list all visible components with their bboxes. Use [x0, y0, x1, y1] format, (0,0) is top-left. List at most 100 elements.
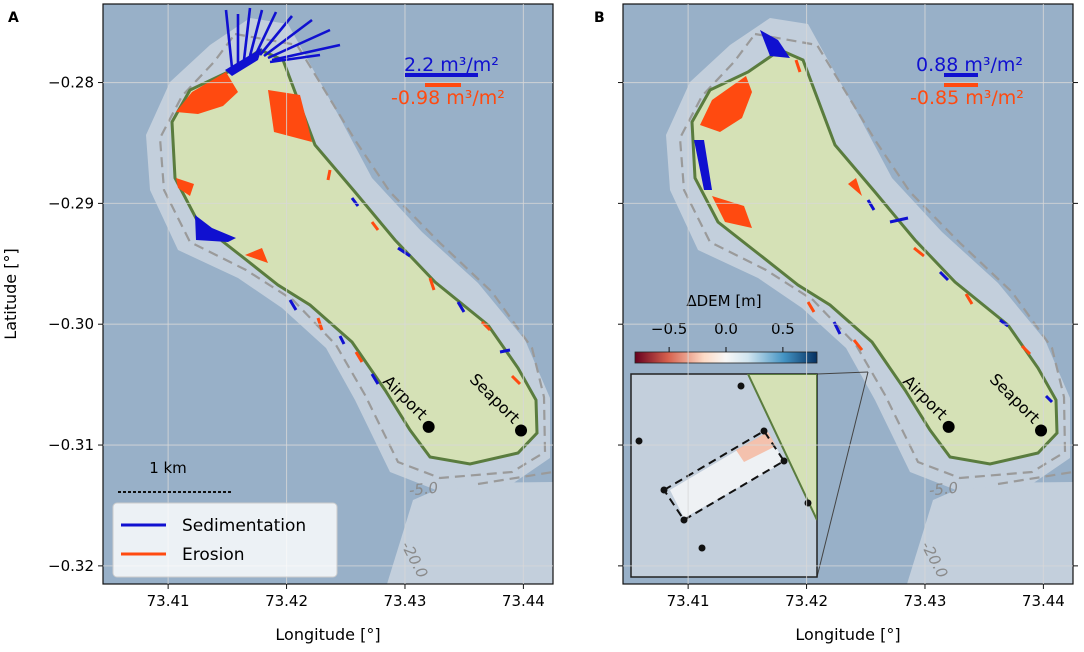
contour-label-5-a: -5.0 [408, 479, 439, 500]
coast-tick [913, 246, 925, 258]
inset-connector-bottom [816, 371, 869, 578]
legend-label-erosion: Erosion [182, 545, 245, 565]
gcp-point [737, 382, 745, 390]
sedimentation-ray [271, 43, 341, 62]
erosion-patch [245, 248, 268, 263]
gcp-point [698, 544, 706, 552]
coast-tick [480, 320, 492, 332]
legend-box [112, 502, 338, 578]
x-tick-label: 73.43 [383, 592, 426, 610]
grid [623, 4, 1073, 584]
sedimentation-patch [195, 215, 236, 242]
x-tick-label: 73.41 [147, 592, 190, 610]
coast-tick [1044, 394, 1054, 404]
sedimentation-ray [263, 18, 313, 58]
coast-ticks-b [794, 59, 1054, 404]
place-marker [1035, 424, 1048, 437]
sedimentation-ray [254, 11, 278, 55]
coast-tick [338, 335, 346, 345]
sedimentation-patch [225, 48, 262, 76]
lagoon-shelf-a [387, 482, 553, 584]
inset-gcp-points [635, 382, 812, 552]
coast-ticks-a [288, 169, 522, 386]
contour-5-b [678, 32, 1067, 480]
scale-arrows-a: 2.2 m³/m² -0.98 m³/m² [391, 54, 505, 109]
inset-survey-box [662, 429, 786, 522]
coast-tick [428, 277, 436, 291]
colorbar-tick-label: −0.5 [651, 320, 687, 338]
erosion-scale-text-b: -0.85 m³/m² [910, 87, 1024, 109]
contour-20-a [477, 470, 553, 486]
coast-tick [964, 293, 974, 305]
x-tick-label: 73.42 [785, 592, 828, 610]
panel-b-label: B [594, 10, 605, 26]
sedimentation-patch [694, 140, 712, 190]
sedimentation-ray [267, 28, 331, 60]
coast-tick [397, 246, 411, 258]
x-tick-label: 73.43 [903, 592, 946, 610]
gcp-point [660, 486, 668, 494]
scale-arrows-b: 0.88 m³/m² -0.85 m³/m² [910, 54, 1024, 109]
place-marker [942, 420, 955, 433]
coast-tick [370, 373, 380, 385]
contour-5-a [158, 32, 547, 480]
contour-label-5-b: -5.0 [928, 479, 959, 500]
lagoon-shelf-b [907, 482, 1073, 584]
coast-tick [288, 299, 298, 311]
sedimentation-patches-b [694, 30, 790, 190]
sedimentation-scale-text-b: 0.88 m³/m² [916, 54, 1023, 76]
inset-land [746, 374, 817, 521]
legend-label-sedimentation: Sedimentation [182, 516, 306, 536]
x-axis-title-a: Longitude [°] [275, 625, 380, 644]
scalebar-a: 1 km [118, 459, 232, 493]
coast-tick [510, 374, 522, 386]
gcp-point [635, 437, 643, 445]
coast-tick [806, 301, 816, 313]
coast-tick [889, 216, 909, 224]
y-tick-label: −0.30 [48, 315, 94, 333]
coast-tick [938, 270, 950, 282]
sedimentation-ray [224, 9, 234, 69]
erosion-scale-text-a: -0.98 m³/m² [391, 87, 505, 109]
gcp-point [804, 499, 812, 507]
gcp-point [780, 457, 788, 465]
coast-tick [456, 301, 466, 313]
island-b [690, 48, 1059, 466]
panel-a [103, 4, 553, 584]
contour-20-b [997, 470, 1073, 486]
coast-tick [999, 318, 1009, 328]
place-marker [515, 424, 528, 437]
inset-dem-erosion [736, 432, 776, 462]
place-marker [422, 420, 435, 433]
axes-frame-b [622, 3, 1074, 585]
erosion-patches-b [700, 76, 862, 228]
y-tick-label: −0.29 [48, 194, 94, 212]
legend: Sedimentation Erosion [112, 502, 338, 578]
erosion-patch [700, 76, 752, 132]
coast-tick [1020, 344, 1032, 356]
axes-frame-a [102, 3, 554, 585]
coast-tick [794, 59, 802, 73]
coast-tick [370, 221, 380, 231]
y-tick-label: −0.31 [48, 436, 94, 454]
sedimentation-patch [760, 30, 790, 58]
panel-a-label: A [8, 10, 19, 26]
x-tick-label: 73.44 [1022, 592, 1065, 610]
scalebar-label: 1 km [149, 459, 187, 477]
colorbar-tick-label: 0.0 [714, 320, 738, 338]
x-tick-label: 73.44 [502, 592, 545, 610]
gcp-point [680, 516, 688, 524]
erosion-patch [848, 178, 862, 196]
inset-map [630, 373, 818, 578]
sedimentation-patches-a [195, 48, 262, 242]
y-tick-label: −0.32 [48, 557, 94, 575]
panel-b: ΔDEM [m] −0.5 0.0 0.5 [623, 4, 1073, 584]
inset-connector-top [816, 371, 869, 375]
sedimentation-ray [248, 9, 264, 57]
coast-tick [866, 199, 876, 211]
coast-tick [326, 169, 332, 181]
erosion-patch [176, 178, 194, 196]
erosion-patch [712, 196, 752, 228]
erosion-patch [268, 90, 312, 142]
